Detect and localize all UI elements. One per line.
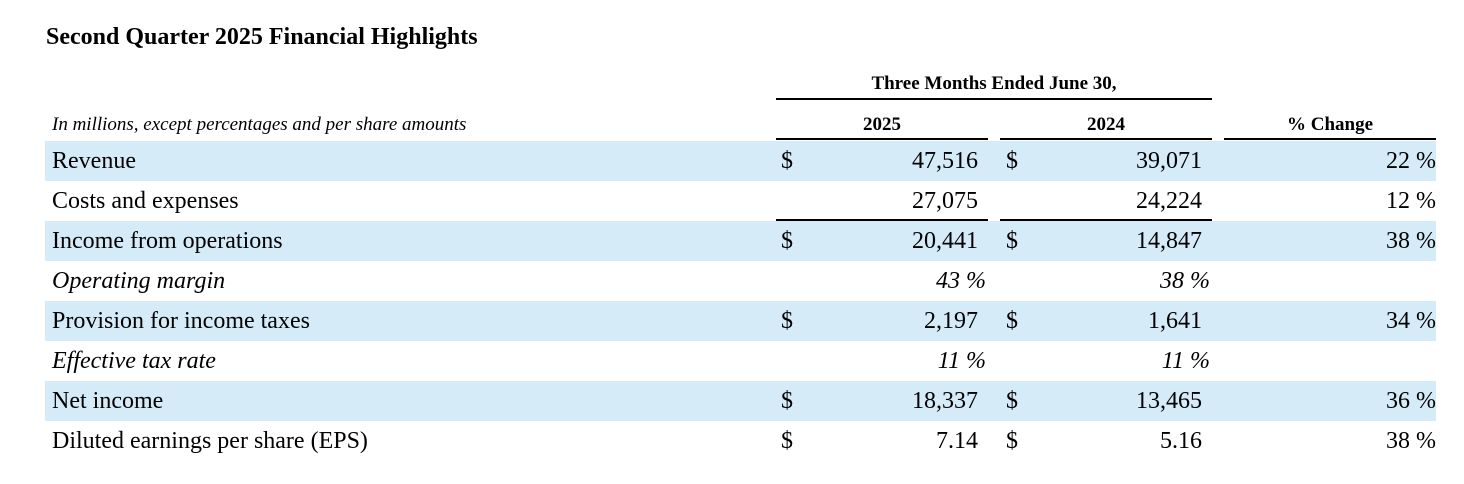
period-header-rule — [776, 98, 1212, 100]
column-header-2025: 2025 — [863, 114, 901, 135]
currency-symbol: $ — [781, 428, 793, 454]
percent-change: 38 % — [1386, 428, 1436, 454]
currency-symbol: $ — [781, 388, 793, 414]
table-row-revenue: Revenue $ 47,516 $ 39,071 22 % — [45, 141, 1436, 181]
page-title: Second Quarter 2025 Financial Highlights — [46, 24, 478, 50]
row-label: Income from operations — [52, 228, 283, 254]
value-2024: 1,641 — [1148, 308, 1202, 334]
units-note: In millions, except percentages and per … — [52, 114, 467, 135]
currency-symbol: $ — [781, 308, 793, 334]
percent-change: 38 % — [1386, 228, 1436, 254]
subtotal-rule-2024 — [1000, 219, 1212, 221]
currency-symbol: $ — [1006, 388, 1018, 414]
row-label: Revenue — [52, 148, 136, 174]
value-2025: 2,197 — [924, 308, 978, 334]
column-header-2024-rule — [1000, 138, 1212, 140]
table-row-effective-tax-rate: Effective tax rate 11 % 11 % — [45, 341, 1436, 381]
percent-change: 12 % — [1386, 188, 1436, 214]
row-label: Net income — [52, 388, 164, 414]
value-2025: 43 % — [936, 268, 986, 294]
value-2024: 14,847 — [1136, 228, 1202, 254]
column-header-change: % Change — [1286, 114, 1374, 135]
row-label: Operating margin — [52, 268, 226, 294]
currency-symbol: $ — [781, 228, 793, 254]
value-2025: 11 % — [937, 348, 986, 374]
period-header: Three Months Ended June 30, — [871, 73, 1117, 94]
currency-symbol: $ — [1006, 228, 1018, 254]
column-header-2025-rule — [776, 138, 988, 140]
currency-symbol: $ — [1006, 428, 1018, 454]
percent-change: 22 % — [1386, 148, 1436, 174]
row-label: Provision for income taxes — [52, 308, 310, 334]
table-row-diluted-eps: Diluted earnings per share (EPS) $ 7.14 … — [45, 421, 1436, 461]
row-label: Diluted earnings per share (EPS) — [52, 428, 368, 454]
value-2024: 38 % — [1160, 268, 1210, 294]
value-2025: 27,075 — [912, 188, 978, 214]
table-row-net-income: Net income $ 18,337 $ 13,465 36 % — [45, 381, 1436, 421]
currency-symbol: $ — [1006, 308, 1018, 334]
value-2024: 39,071 — [1136, 148, 1202, 174]
column-header-2024: 2024 — [1087, 114, 1125, 135]
currency-symbol: $ — [1006, 148, 1018, 174]
value-2025: 20,441 — [912, 228, 978, 254]
value-2025: 18,337 — [912, 388, 978, 414]
row-label: Costs and expenses — [52, 188, 239, 214]
percent-change: 36 % — [1386, 388, 1436, 414]
value-2024: 5.16 — [1160, 428, 1202, 454]
table-row-costs-and-expenses: Costs and expenses 27,075 24,224 12 % — [45, 181, 1436, 221]
value-2025: 47,516 — [912, 148, 978, 174]
value-2024: 11 % — [1161, 348, 1210, 374]
percent-change: 34 % — [1386, 308, 1436, 334]
subtotal-rule-2025 — [776, 219, 988, 221]
value-2024: 24,224 — [1136, 188, 1202, 214]
table-row-operating-margin: Operating margin 43 % 38 % — [45, 261, 1436, 301]
row-label: Effective tax rate — [52, 348, 216, 374]
table-row-provision-for-income-taxes: Provision for income taxes $ 2,197 $ 1,6… — [45, 301, 1436, 341]
column-header-change-rule — [1224, 138, 1436, 140]
value-2024: 13,465 — [1136, 388, 1202, 414]
table-row-income-from-operations: Income from operations $ 20,441 $ 14,847… — [45, 221, 1436, 261]
value-2025: 7.14 — [936, 428, 978, 454]
currency-symbol: $ — [781, 148, 793, 174]
